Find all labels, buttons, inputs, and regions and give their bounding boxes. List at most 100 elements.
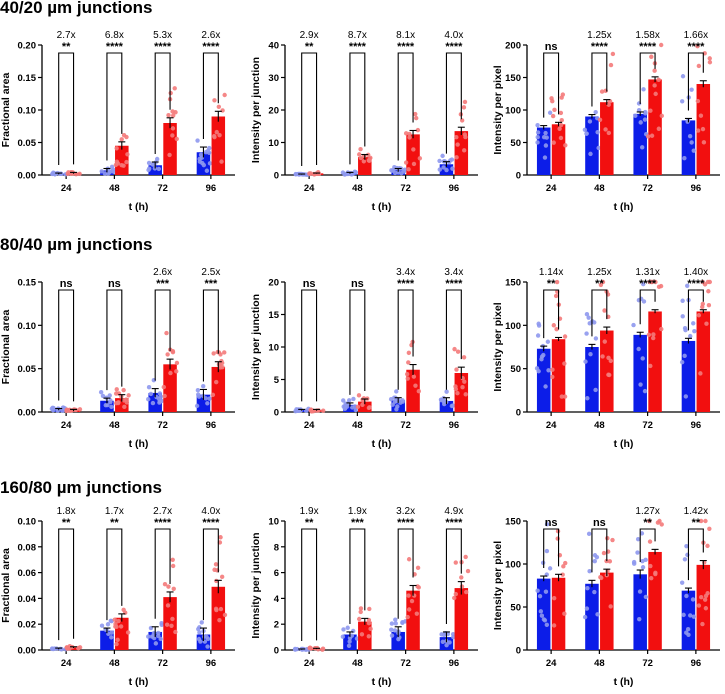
chart9-point-blue-24 (538, 609, 544, 614)
chart5-point-blue-72 (390, 402, 395, 407)
chart2-point-red-96 (462, 99, 468, 105)
chart1-significance-96: **** (202, 41, 220, 53)
chart6-point-red-96 (696, 313, 702, 318)
chart1-point-blue-96 (206, 150, 212, 155)
chart6-point-blue-72 (642, 388, 648, 394)
chart2-significance-96: **** (445, 41, 463, 53)
chart1-bracket-48 (106, 52, 123, 161)
chart6-bar-blue-72 (633, 334, 647, 412)
chart7-point-red-48 (116, 618, 121, 624)
chart9-point-blue-96 (684, 630, 689, 635)
chart7-point-blue-48 (109, 630, 114, 635)
chart6-point-blue-96 (691, 321, 696, 326)
chart2-point-blue-72 (395, 170, 401, 175)
chart4-point-red-96 (210, 392, 216, 398)
chart8-point-blue-72 (396, 636, 401, 642)
chart5-point-red-24 (311, 408, 316, 414)
chart7-point-red-24 (65, 645, 70, 651)
chart3-point-blue-96 (680, 74, 686, 79)
chart4-ytick-label: 0.10 (18, 321, 37, 332)
chart6-point-red-96 (698, 371, 703, 376)
chart9-point-red-72 (659, 522, 664, 527)
chart5-point-red-72 (406, 360, 411, 365)
chart3-ytick-label: 100 (505, 106, 521, 117)
chart6-bar-red-48 (600, 330, 614, 412)
chart4-point-red-48 (121, 398, 127, 403)
chart5-fold-96: 3.4x (444, 267, 463, 278)
chart9-point-blue-24 (537, 593, 543, 599)
chart6-point-blue-96 (692, 328, 697, 334)
chart7-fold-72: 2.7x (153, 506, 172, 517)
chart8-point-red-96 (453, 591, 459, 597)
chart3-point-red-96 (695, 98, 701, 104)
chart3-point-blue-72 (643, 109, 648, 115)
chart5-significance-48: ns (351, 278, 364, 290)
chart6-point-red-24 (550, 367, 555, 372)
chart3-point-blue-48 (596, 145, 601, 151)
chart1-point-red-48 (124, 159, 129, 165)
chart2-significance-48: **** (349, 41, 367, 53)
chart1-point-red-72 (170, 133, 175, 138)
chart5-ytick-label: 10 (268, 343, 279, 354)
chart7-point-blue-96 (199, 620, 204, 625)
chart7-point-red-48 (114, 641, 119, 647)
chart1-point-blue-96 (207, 161, 213, 166)
chart8-bracket-48 (349, 528, 366, 624)
chart4-point-red-24 (64, 407, 69, 413)
chart3-point-blue-48 (593, 109, 598, 115)
chart3-point-red-96 (696, 63, 702, 69)
chart3-point-red-24 (558, 110, 564, 116)
chart6-point-blue-72 (641, 281, 646, 287)
chart7-point-red-96 (213, 606, 219, 612)
chart7-bracket-24 (58, 528, 75, 641)
chart5-point-red-96 (461, 355, 467, 360)
chart9-point-blue-48 (584, 606, 590, 611)
chart7-ytick-label: 0.10 (18, 517, 37, 528)
chart3-point-red-48 (610, 51, 616, 57)
chart2-point-red-72 (407, 135, 412, 140)
chart9-point-blue-24 (540, 560, 546, 565)
chart4-bracket-48 (106, 289, 123, 391)
chart8-point-red-48 (358, 609, 363, 615)
chart2-significance-24: ** (305, 41, 314, 53)
chart6-ytick-label: 150 (505, 278, 521, 289)
chart8-point-blue-48 (347, 639, 352, 644)
chart3-point-blue-24 (535, 140, 540, 145)
chart9-significance-96: ** (692, 517, 701, 529)
chart6-bar-red-24 (551, 339, 566, 412)
chart4-point-red-48 (114, 387, 119, 392)
chart7-xtick-label: 96 (206, 658, 217, 669)
chart1-point-blue-48 (102, 171, 108, 176)
chart1-ytick-label: 0.10 (18, 106, 37, 117)
chart9-point-red-72 (653, 570, 658, 576)
chart3-point-blue-48 (584, 131, 589, 136)
chart2-point-blue-96 (444, 167, 449, 173)
chart8-ytick-label: 8 (274, 542, 279, 553)
chart3-point-red-24 (550, 98, 555, 104)
chart6-point-red-24 (554, 279, 560, 285)
chart1-point-red-72 (166, 112, 171, 118)
chart9-point-red-96 (707, 526, 712, 531)
chart5-bar-blue-96 (439, 400, 454, 412)
chart6-point-blue-24 (539, 357, 544, 362)
chart8-point-red-24 (320, 646, 326, 651)
chart9-point-blue-48 (586, 531, 592, 537)
chart9-point-blue-72 (631, 559, 637, 565)
chart7-point-blue-72 (156, 630, 161, 636)
chart5-point-blue-72 (395, 404, 400, 409)
chart2-ytick-label: 10 (268, 138, 279, 149)
chart6-bracket-24 (543, 289, 560, 339)
chart6-bar-red-72 (648, 311, 662, 412)
chart6-point-blue-96 (680, 314, 685, 319)
chart2-point-red-96 (454, 155, 459, 160)
chart5-ylabel: Intensity per junction (250, 294, 262, 400)
chart8-significance-96: **** (445, 517, 463, 529)
chart8-point-red-72 (406, 593, 411, 598)
chart2-point-red-72 (414, 115, 419, 121)
chart1-point-red-72 (172, 86, 177, 91)
chart3-xtick-label: 96 (691, 183, 702, 194)
chart9-point-red-48 (601, 550, 607, 556)
chart5-xtick-label: 48 (352, 420, 363, 431)
chart3-point-red-96 (698, 113, 704, 118)
chart1-point-red-72 (171, 113, 176, 118)
